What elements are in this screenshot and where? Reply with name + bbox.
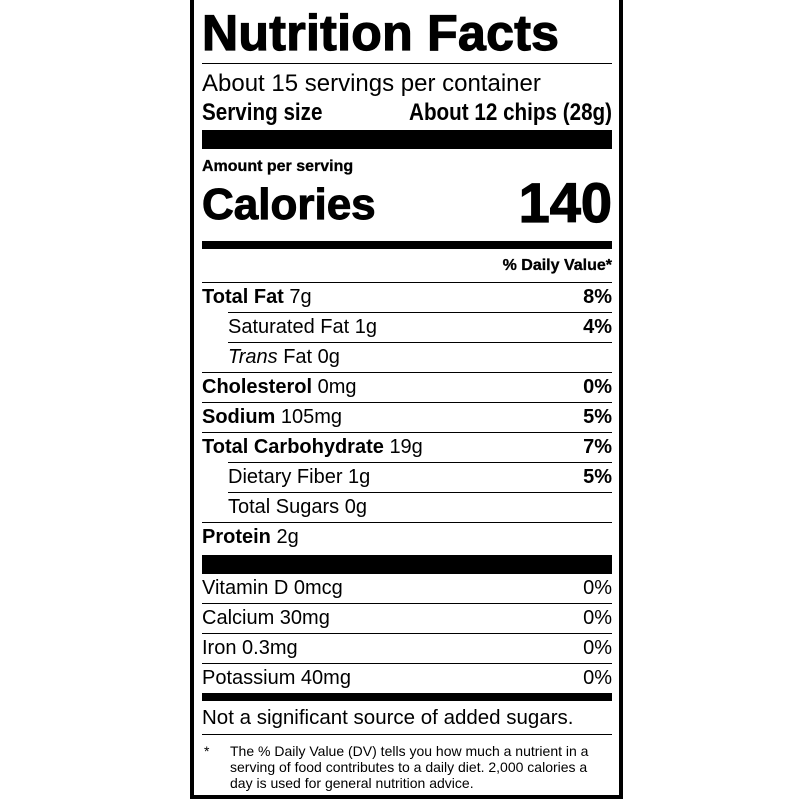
nutrient-amount: 0g	[317, 346, 340, 368]
vitamin-row-calcium: Calcium 30mg 0%	[202, 603, 612, 633]
footnote-marker: *	[204, 743, 210, 759]
added-sugars-note: Not a significant source of added sugars…	[202, 706, 574, 729]
calories-label: Calories	[202, 180, 377, 230]
nutrient-row-sodium: Sodium 105mg 5%	[202, 402, 612, 432]
vitamin-text: Iron 0.3mg	[202, 637, 298, 659]
nutrient-name: Saturated Fat	[228, 316, 350, 338]
serving-size-value: About 12 chips (28g)	[409, 99, 612, 126]
servings-per-container: About 15 servings per container	[202, 70, 541, 97]
nutrient-dv: 5%	[583, 406, 612, 428]
nutrient-amount: 7g	[289, 286, 312, 308]
vitamin-row-vitamin-d: Vitamin D 0mcg 0%	[202, 574, 612, 603]
nutrient-row-total-fat: Total Fat 7g 8%	[202, 282, 612, 312]
nutrient-name: Cholesterol	[202, 376, 313, 398]
serving-size-label: Serving size	[202, 99, 323, 126]
nutrient-row-protein: Protein 2g	[202, 522, 612, 552]
nutrient-name: Trans	[228, 346, 278, 368]
vitamin-row-potassium: Potassium 40mg 0%	[202, 663, 612, 693]
nutrient-amount: 0g	[344, 496, 367, 518]
vitamin-dv: 0%	[583, 607, 612, 629]
nutrient-row-dietary-fiber: Dietary Fiber 1g 5%	[228, 462, 612, 492]
nutrient-row-total-sugars: Total Sugars 0g	[228, 492, 612, 522]
nutrient-name: Total Sugars	[228, 496, 340, 518]
amount-per-serving: Amount per serving	[202, 158, 354, 175]
divider	[202, 734, 612, 735]
footnote-text: The % Daily Value (DV) tells you how muc…	[230, 743, 589, 791]
nutrient-amount: 105mg	[280, 406, 343, 428]
vitamin-text: Vitamin D 0mcg	[202, 577, 343, 599]
medium-divider	[202, 241, 612, 249]
nutrient-name: Total Fat	[202, 286, 284, 308]
vitamin-text: Calcium 30mg	[202, 607, 330, 629]
thick-divider	[202, 130, 612, 149]
serving-size: Serving size About 12 chips (28g)	[202, 98, 612, 130]
nutrient-dv: 4%	[583, 316, 612, 338]
vitamin-text: Potassium 40mg	[202, 667, 351, 689]
calories-row: Calories 140	[202, 171, 613, 234]
nutrient-name: Sodium	[202, 406, 276, 428]
nutrition-facts-label: Nutrition Facts About 15 servings per co…	[190, 0, 623, 799]
vitamin-dv: 0%	[583, 637, 612, 659]
vitamin-row-iron: Iron 0.3mg 0%	[202, 633, 612, 663]
nutrient-amount: 1g	[354, 316, 377, 338]
nutrient-dv: 7%	[583, 436, 612, 458]
nutrient-name-suffix: Fat	[283, 346, 313, 368]
calories-value: 140	[518, 171, 613, 234]
nutrient-amount: 1g	[348, 466, 371, 488]
thick-divider	[202, 555, 612, 574]
medium-divider	[202, 693, 612, 701]
nutrient-amount: 19g	[389, 436, 423, 458]
nutrient-row-cholesterol: Cholesterol 0mg 0%	[202, 372, 612, 402]
vitamin-dv: 0%	[583, 577, 612, 599]
footnote: * The % Daily Value (DV) tells you how m…	[202, 735, 612, 791]
divider	[202, 63, 612, 64]
vitamin-dv: 0%	[583, 667, 612, 689]
nutrient-name: Total Carbohydrate	[202, 436, 384, 458]
nutrient-row-total-carbohydrate: Total Carbohydrate 19g 7%	[202, 432, 612, 462]
nutrient-name: Dietary Fiber	[228, 466, 343, 488]
nutrient-dv: 0%	[583, 376, 612, 398]
nutrient-dv: 5%	[583, 466, 612, 488]
nutrient-row-trans-fat: Trans Fat 0g	[228, 342, 612, 372]
label-title: Nutrition Facts	[201, 5, 560, 61]
daily-value-header: % Daily Value*	[502, 257, 612, 274]
nutrient-row-saturated-fat: Saturated Fat 1g 4%	[228, 312, 612, 342]
nutrient-amount: 0mg	[317, 376, 357, 398]
nutrient-name: Protein	[202, 526, 271, 548]
nutrient-amount: 2g	[276, 526, 299, 548]
nutrient-dv: 8%	[583, 286, 612, 308]
